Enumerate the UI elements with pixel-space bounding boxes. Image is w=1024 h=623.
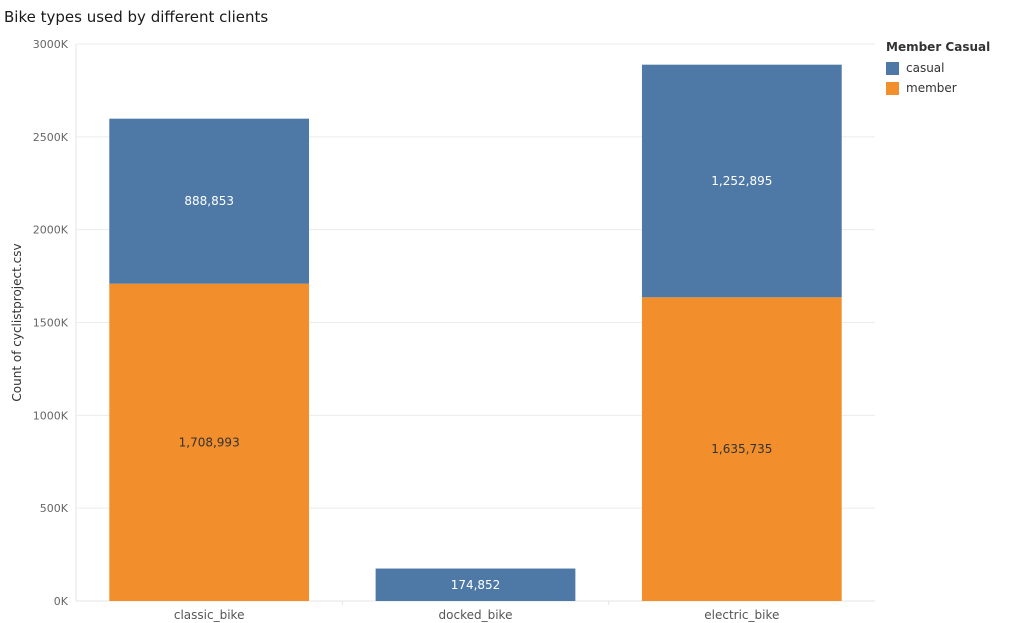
data-label-casual-docked_bike: 174,852	[451, 578, 501, 592]
chart-title: Bike types used by different clients	[4, 8, 269, 26]
y-tick-label: 0K	[54, 595, 69, 608]
x-tick-label: docked_bike	[439, 608, 513, 622]
bar-member-electric_bike[interactable]	[641, 297, 842, 601]
legend-item-casual[interactable]: casual	[886, 58, 990, 78]
y-axis-label: Count of cyclistproject.csv	[10, 243, 24, 401]
y-tick-label: 2000K	[33, 224, 69, 237]
legend-item-member[interactable]: member	[886, 78, 990, 98]
y-tick-label: 3000K	[33, 38, 69, 51]
x-tick-label: classic_bike	[174, 608, 245, 622]
bar-casual-docked_bike[interactable]	[375, 568, 576, 601]
bar-member-classic_bike[interactable]	[109, 283, 310, 601]
data-label-casual-electric_bike: 1,252,895	[711, 174, 772, 188]
bar-casual-electric_bike[interactable]	[641, 64, 842, 298]
y-tick-label: 500K	[40, 502, 69, 515]
legend-label-casual: casual	[906, 61, 945, 75]
legend-swatch-member	[886, 81, 899, 95]
x-tick-label: electric_bike	[704, 608, 779, 622]
y-tick-label: 1000K	[33, 409, 69, 422]
data-label-member-classic_bike: 1,708,993	[179, 435, 240, 449]
legend-label-member: member	[906, 81, 957, 95]
legend: Member Casual casual member	[886, 40, 990, 98]
bar-casual-classic_bike[interactable]	[109, 118, 310, 284]
y-tick-label: 1500K	[33, 317, 69, 330]
data-label-member-electric_bike: 1,635,735	[711, 442, 772, 456]
y-tick-label: 2500K	[33, 131, 69, 144]
legend-title: Member Casual	[886, 40, 991, 54]
data-label-casual-classic_bike: 888,853	[184, 194, 234, 208]
legend-swatch-casual	[886, 61, 899, 75]
